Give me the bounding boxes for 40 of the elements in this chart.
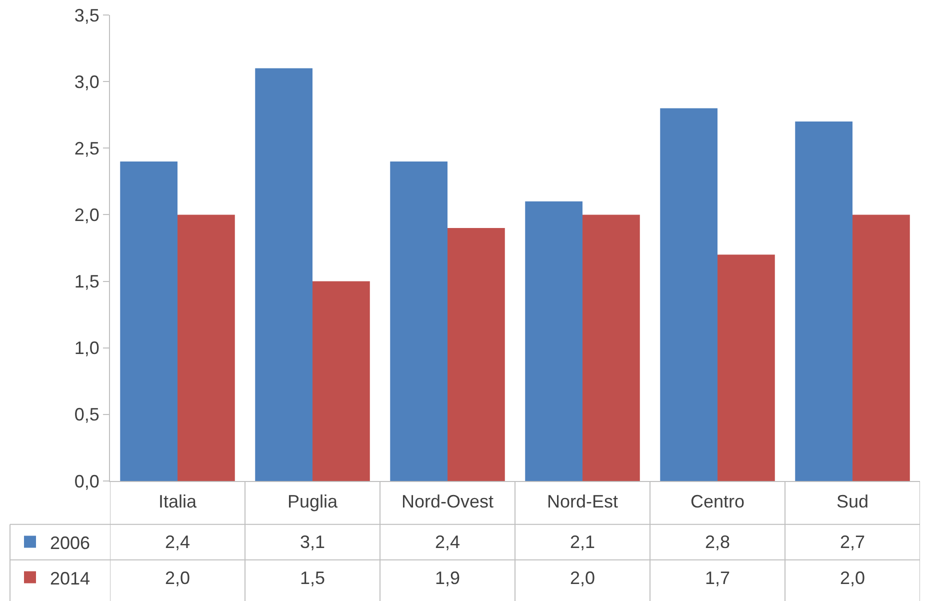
bar bbox=[312, 281, 370, 481]
data-label: 1,5 bbox=[300, 568, 326, 588]
data-label: 2,0 bbox=[840, 568, 866, 588]
y-tick-label: 2,5 bbox=[74, 138, 100, 158]
y-tick-label: 3,0 bbox=[74, 72, 100, 92]
x-tick-label: Nord-Ovest bbox=[401, 492, 494, 512]
data-label: 3,1 bbox=[300, 532, 326, 552]
bar bbox=[852, 214, 910, 481]
bar bbox=[448, 228, 505, 481]
y-tick-label: 3,5 bbox=[74, 5, 100, 26]
bar bbox=[582, 214, 640, 481]
bar bbox=[660, 108, 718, 481]
y-tick-label: 1,0 bbox=[74, 338, 100, 358]
x-tick-label: Centro bbox=[690, 492, 745, 512]
data-label: 2,0 bbox=[165, 568, 190, 588]
bar bbox=[255, 68, 312, 481]
x-tick-label: Italia bbox=[158, 492, 198, 512]
bar bbox=[390, 161, 448, 481]
data-label: 2,8 bbox=[705, 532, 730, 552]
y-tick-label: 0,5 bbox=[74, 404, 100, 425]
data-label: 1,7 bbox=[705, 568, 730, 588]
bar bbox=[718, 254, 775, 481]
legend-label: 2014 bbox=[50, 568, 90, 588]
y-tick-label: 1,5 bbox=[74, 272, 100, 292]
data-label: 1,9 bbox=[435, 568, 460, 588]
legend-label: 2006 bbox=[50, 532, 90, 553]
x-tick-label: Sud bbox=[836, 492, 869, 512]
y-tick-label: 2,0 bbox=[74, 205, 100, 226]
data-label: 2,4 bbox=[435, 532, 460, 552]
bar bbox=[795, 122, 852, 481]
data-label: 2,7 bbox=[840, 532, 866, 552]
x-tick-label: Nord-Est bbox=[546, 492, 618, 512]
data-label: 2,0 bbox=[570, 568, 596, 588]
bar bbox=[120, 161, 178, 481]
bar bbox=[525, 201, 582, 481]
data-label: 2,1 bbox=[570, 532, 596, 552]
x-tick-label: Puglia bbox=[287, 492, 338, 512]
y-tick-label: 0,0 bbox=[74, 471, 100, 492]
bar bbox=[178, 214, 235, 481]
data-label: 2,4 bbox=[165, 532, 190, 552]
